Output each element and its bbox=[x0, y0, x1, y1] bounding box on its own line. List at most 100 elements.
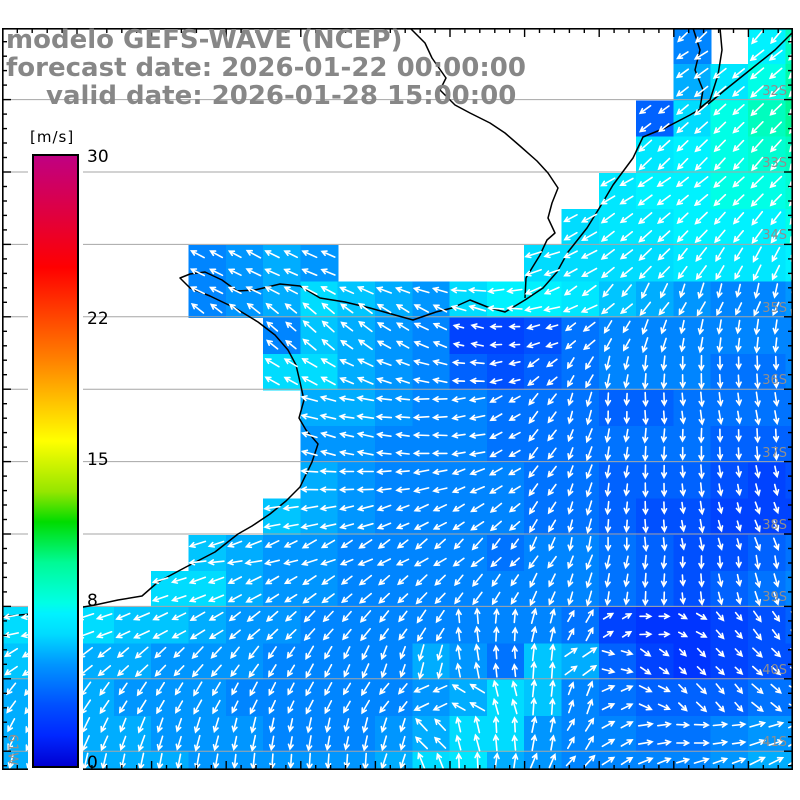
wind-arrow bbox=[660, 355, 667, 372]
wind-arrow bbox=[324, 735, 332, 752]
wind-arrow bbox=[398, 628, 408, 641]
wind-arrow bbox=[713, 193, 727, 207]
wind-arrow bbox=[567, 483, 574, 497]
wind-arrow bbox=[528, 483, 539, 497]
wind-arrow bbox=[4, 665, 18, 676]
wind-arrow bbox=[319, 486, 337, 493]
wind-arrow bbox=[773, 520, 780, 533]
wind-arrow bbox=[679, 556, 686, 569]
speed-cell bbox=[785, 245, 793, 282]
wind-arrow bbox=[698, 464, 705, 480]
wind-arrow bbox=[338, 468, 355, 475]
wind-arrow bbox=[717, 410, 724, 426]
wind-arrow bbox=[362, 735, 369, 752]
wind-arrow bbox=[151, 577, 169, 584]
wind-arrow bbox=[658, 613, 671, 620]
wind-arrow bbox=[584, 717, 595, 732]
wind-arrow bbox=[623, 501, 630, 515]
wind-arrow bbox=[772, 428, 780, 443]
wind-arrow bbox=[378, 574, 391, 586]
wind-arrow bbox=[581, 267, 598, 278]
wind-arrow bbox=[676, 140, 689, 152]
wind-arrow bbox=[451, 414, 466, 421]
wind-arrow bbox=[263, 505, 281, 512]
wind-arrow bbox=[678, 302, 687, 316]
wind-arrow bbox=[637, 739, 654, 746]
wind-arrow bbox=[543, 251, 561, 259]
wind-arrow bbox=[413, 304, 429, 313]
wind-arrow bbox=[530, 607, 538, 624]
wind-arrow bbox=[339, 505, 355, 512]
wind-arrow bbox=[212, 681, 221, 697]
wind-arrow bbox=[305, 645, 315, 661]
wind-arrow bbox=[319, 523, 337, 530]
wind-arrow bbox=[300, 431, 318, 439]
wind-arrow bbox=[154, 664, 167, 677]
speed-cell bbox=[561, 571, 600, 608]
wind-arrow bbox=[414, 736, 428, 750]
wind-arrow bbox=[566, 718, 576, 731]
wind-arrow bbox=[451, 468, 466, 476]
wind-arrow bbox=[717, 373, 724, 389]
wind-arrow bbox=[604, 355, 611, 371]
wind-arrow bbox=[231, 753, 238, 770]
wind-arrow bbox=[732, 121, 745, 134]
wind-arrow bbox=[585, 374, 594, 389]
wind-arrow bbox=[659, 648, 670, 657]
wind-arrow bbox=[506, 287, 523, 294]
wind-arrow bbox=[677, 31, 688, 43]
wind-arrow bbox=[661, 501, 668, 515]
wind-arrow bbox=[6, 682, 17, 696]
wind-arrow bbox=[152, 612, 169, 621]
speed-cell bbox=[225, 679, 264, 717]
wind-arrow bbox=[361, 717, 369, 734]
wind-arrow bbox=[583, 339, 596, 351]
wind-arrow bbox=[601, 684, 616, 692]
wind-arrow bbox=[585, 356, 594, 371]
wind-arrow bbox=[189, 250, 205, 259]
wind-arrow bbox=[212, 717, 220, 734]
wind-arrow bbox=[717, 465, 724, 479]
wind-arrow bbox=[695, 631, 708, 638]
wind-arrow bbox=[770, 702, 783, 712]
wind-arrow bbox=[735, 429, 742, 443]
wind-arrow bbox=[717, 555, 724, 570]
wind-arrow bbox=[378, 592, 390, 604]
wind-arrow bbox=[580, 249, 598, 259]
wind-arrow bbox=[712, 67, 727, 79]
wind-arrow bbox=[679, 374, 686, 389]
wind-arrow bbox=[788, 761, 793, 766]
wind-arrow bbox=[732, 104, 745, 116]
wind-arrow bbox=[413, 340, 429, 349]
speed-cell bbox=[785, 643, 793, 681]
wind-arrow bbox=[563, 285, 578, 296]
wind-arrow bbox=[585, 518, 592, 534]
speed-cell bbox=[561, 534, 600, 572]
wind-arrow bbox=[432, 468, 448, 475]
wind-arrow bbox=[788, 724, 793, 729]
wind-arrow bbox=[770, 30, 782, 45]
wind-arrow bbox=[212, 753, 220, 770]
wind-arrow bbox=[455, 752, 462, 769]
speed-cell bbox=[785, 607, 793, 644]
wind-arrow bbox=[416, 627, 427, 642]
wind-arrow bbox=[133, 630, 150, 639]
speed-cell bbox=[449, 643, 488, 681]
wind-arrow bbox=[735, 556, 742, 569]
wind-arrow bbox=[452, 557, 465, 567]
speed-cell bbox=[375, 426, 413, 463]
wind-arrow bbox=[657, 685, 671, 693]
wind-arrow bbox=[715, 647, 725, 658]
speed-cell bbox=[337, 426, 376, 463]
wind-arrow bbox=[450, 287, 467, 294]
wind-arrow bbox=[734, 683, 744, 695]
wind-arrow bbox=[395, 450, 410, 457]
wind-arrow bbox=[119, 717, 127, 733]
wind-arrow bbox=[95, 613, 113, 621]
wind-arrow bbox=[283, 250, 298, 259]
wind-arrow bbox=[694, 31, 708, 44]
wind-arrow bbox=[432, 504, 448, 512]
wind-arrow bbox=[376, 522, 392, 530]
lon-label: 61W bbox=[4, 734, 20, 767]
wind-arrow bbox=[245, 575, 262, 585]
